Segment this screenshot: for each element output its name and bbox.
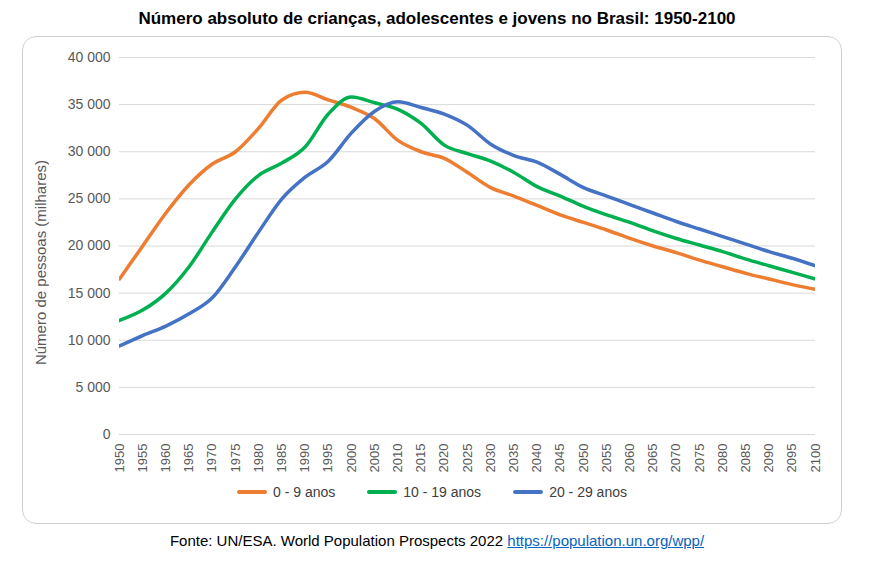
svg-text:2060: 2060 — [622, 444, 637, 473]
html-text:10 - 19 anos: 10 - 19 anos — [403, 484, 482, 500]
svg-text:2030: 2030 — [483, 444, 498, 473]
svg-text:0: 0 — [103, 426, 111, 442]
svg-text:10 000: 10 000 — [68, 332, 111, 348]
svg-text:2025: 2025 — [460, 444, 475, 473]
svg-text:25 000: 25 000 — [68, 190, 111, 206]
svg-text:15 000: 15 000 — [68, 285, 111, 301]
svg-text:1950: 1950 — [112, 444, 127, 473]
html-text:0 - 9 anos: 0 - 9 anos — [273, 484, 336, 500]
svg-text:1990: 1990 — [297, 444, 312, 473]
svg-text:2020: 2020 — [436, 444, 451, 473]
svg-text:2015: 2015 — [413, 444, 428, 473]
svg-text:2035: 2035 — [506, 444, 521, 473]
svg-text:1985: 1985 — [274, 444, 289, 473]
svg-text:2050: 2050 — [576, 444, 591, 473]
svg-text:2055: 2055 — [599, 444, 614, 473]
svg-text:1960: 1960 — [158, 444, 173, 473]
svg-text:1995: 1995 — [320, 444, 335, 473]
svg-text:2070: 2070 — [668, 444, 683, 473]
svg-text:2045: 2045 — [552, 444, 567, 473]
svg-text:2005: 2005 — [367, 444, 382, 473]
svg-text:1975: 1975 — [228, 444, 243, 473]
svg-text:1955: 1955 — [135, 444, 150, 473]
svg-text:1980: 1980 — [251, 444, 266, 473]
svg-text:1970: 1970 — [204, 444, 219, 473]
svg-text:5 000: 5 000 — [75, 379, 110, 395]
svg-text:1965: 1965 — [181, 444, 196, 473]
svg-text:2085: 2085 — [738, 444, 753, 473]
svg-text:2090: 2090 — [761, 444, 776, 473]
svg-text:2010: 2010 — [390, 444, 405, 473]
svg-text:20 000: 20 000 — [68, 237, 111, 253]
svg-text:35 000: 35 000 — [68, 96, 111, 112]
html-text:20 - 29 anos: 20 - 29 anos — [549, 484, 627, 500]
svg-text:2095: 2095 — [784, 444, 799, 473]
svg-text:2040: 2040 — [529, 444, 544, 473]
html-text:Número de pessoas (milhares): Número de pessoas (milhares) — [31, 160, 49, 365]
svg-text:40 000: 40 000 — [68, 49, 111, 65]
svg-text:30 000: 30 000 — [68, 143, 111, 159]
svg-text:2065: 2065 — [645, 444, 660, 473]
svg-text:2075: 2075 — [692, 444, 707, 473]
svg-text:2000: 2000 — [344, 444, 359, 473]
svg-text:2080: 2080 — [715, 444, 730, 473]
html-text:Número absoluto de crianças, a: Número absoluto de crianças, adolescente… — [138, 9, 736, 28]
html-text:Fonte: UN/ESA. World Populatio: Fonte: UN/ESA. World Population Prospect… — [169, 532, 705, 549]
svg-text:2100: 2100 — [808, 444, 823, 473]
